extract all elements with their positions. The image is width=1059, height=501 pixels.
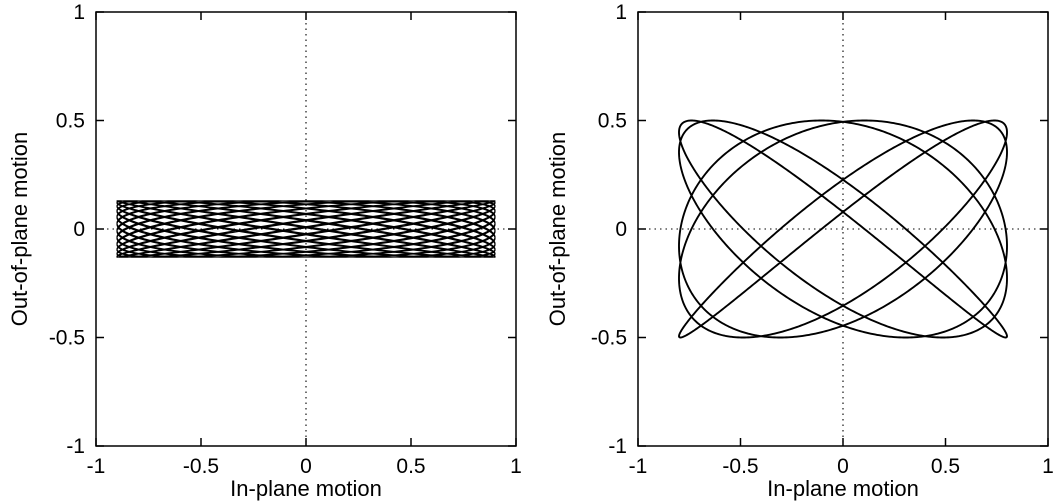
x-tick-label: 1 — [510, 455, 522, 478]
x-tick-label: 0 — [300, 455, 312, 478]
orbit-curve — [678, 119, 1008, 339]
plot-panel-right: -1 -0.5 0 0.5 1 -1 -0.5 0 0.5 1 — [591, 1, 1054, 478]
x-tick-label: 0.5 — [931, 455, 960, 478]
orbit-curve — [116, 200, 496, 258]
plot-panel-left: -1 -0.5 0 0.5 1 -1 -0.5 0 0.5 1 — [49, 1, 522, 478]
y-axis-label-left: Out-of-plane motion — [7, 131, 32, 327]
y-tick-label: 1 — [73, 1, 85, 24]
y-tick-label: -0.5 — [49, 327, 85, 350]
y-tick-label: -1 — [66, 435, 85, 458]
x-tick-label: 1 — [1042, 455, 1054, 478]
x-tick-label: -0.5 — [722, 455, 758, 478]
y-tick-label: 0.5 — [598, 110, 627, 133]
x-tick-label: 0.5 — [396, 455, 425, 478]
y-tick-label: -1 — [608, 435, 627, 458]
y-tick-label: -0.5 — [591, 327, 627, 350]
x-axis-label-left: In-plane motion — [230, 476, 382, 501]
y-tick-label: 1 — [615, 1, 627, 24]
x-tick-label: -1 — [629, 455, 648, 478]
x-axis-label-right: In-plane motion — [767, 476, 919, 501]
x-tick-label: -1 — [87, 455, 106, 478]
y-axis-label-right: Out-of-plane motion — [545, 131, 570, 327]
x-tick-label: 0 — [837, 455, 849, 478]
y-tick-label: 0.5 — [56, 110, 85, 133]
x-tick-label: -0.5 — [183, 455, 219, 478]
y-tick-label: 0 — [73, 218, 85, 241]
y-tick-label: 0 — [615, 218, 627, 241]
